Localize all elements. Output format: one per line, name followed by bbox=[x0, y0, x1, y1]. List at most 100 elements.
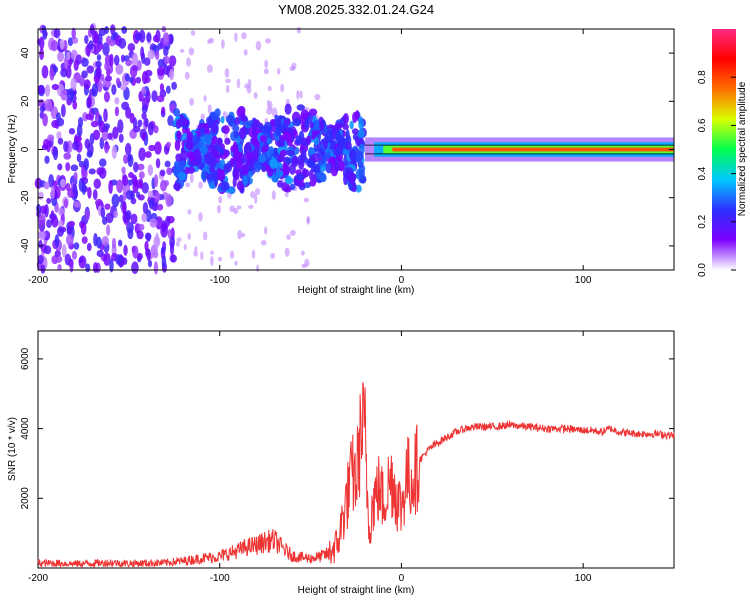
spectrogram-cell bbox=[98, 158, 107, 167]
spectrogram-cell bbox=[274, 118, 280, 128]
spectrogram-cell bbox=[96, 54, 102, 61]
spectrogram-cell bbox=[254, 188, 261, 195]
spectrogram-cell bbox=[354, 110, 360, 121]
spectrogram-cell bbox=[95, 66, 102, 78]
spectrogram-cell bbox=[101, 235, 109, 246]
carrier-core bbox=[392, 147, 674, 152]
spectrogram-cell bbox=[160, 246, 166, 255]
spectrogram-cell bbox=[40, 264, 46, 274]
spectrogram-cell bbox=[160, 223, 168, 238]
spectrogram-cell bbox=[67, 225, 73, 235]
spectrogram-cell bbox=[104, 144, 111, 151]
spectrogram-cell bbox=[296, 173, 305, 181]
spectrogram-cell bbox=[104, 62, 109, 71]
spectrogram-cell bbox=[284, 192, 289, 198]
spectrogram-cell bbox=[298, 158, 305, 170]
spectrogram-cell bbox=[207, 104, 212, 114]
spectrogram-cell bbox=[210, 250, 215, 255]
spectrogram-cell bbox=[282, 161, 288, 173]
spectrogram-cell bbox=[133, 161, 139, 173]
spectrogram-cell bbox=[41, 65, 49, 79]
spectrogram-cell bbox=[175, 241, 180, 247]
spectrogram-cell bbox=[155, 158, 161, 169]
spectrogram-cell bbox=[54, 249, 61, 258]
spectrogram-cell bbox=[83, 79, 91, 90]
spectrogram-cell bbox=[88, 40, 94, 50]
spectrogram-cell bbox=[255, 40, 262, 51]
spectrogram-cell bbox=[148, 144, 156, 152]
spectrogram-cell bbox=[71, 27, 76, 40]
spectrogram-cell bbox=[348, 172, 356, 184]
spectrogram-cell bbox=[137, 119, 143, 128]
spectrogram-cell bbox=[57, 163, 63, 171]
spectrogram-cell bbox=[167, 228, 172, 239]
spectrogram-cell bbox=[251, 136, 259, 147]
spectrogram-cell bbox=[200, 113, 206, 121]
spectrogram-cell bbox=[122, 200, 127, 215]
spectrogram-cell bbox=[180, 150, 189, 161]
spectrogram-cell bbox=[92, 189, 98, 201]
spectrogram-cell bbox=[296, 181, 306, 188]
spectrogram-cell bbox=[76, 153, 82, 163]
spectrogram-cell bbox=[220, 147, 225, 156]
spectrogram-cell bbox=[58, 206, 65, 216]
spectrogram-cell bbox=[186, 131, 194, 143]
spectrogram-cell bbox=[166, 215, 175, 224]
spectrogram-cell bbox=[296, 26, 301, 34]
spectrogram-cell bbox=[46, 197, 52, 205]
spectrogram-cell bbox=[351, 128, 359, 135]
spectrogram-cell bbox=[261, 145, 269, 153]
spectrogram-cell bbox=[284, 103, 292, 115]
spectrogram-cell bbox=[129, 112, 135, 124]
spectrogram-cell bbox=[155, 216, 163, 230]
spectrogram-cell bbox=[263, 121, 272, 134]
spectrogram-cell bbox=[186, 57, 191, 67]
spectrogram-cell bbox=[358, 116, 364, 125]
spectrogram-cell bbox=[114, 54, 120, 66]
spectrogram-cell bbox=[109, 258, 114, 273]
spectrogram-cell bbox=[202, 170, 207, 183]
spectrogram-cell bbox=[276, 167, 281, 179]
spectrogram-cell bbox=[176, 237, 182, 242]
spectrogram-cell bbox=[84, 34, 89, 45]
spectrogram-cell bbox=[349, 120, 354, 130]
spectrogram-cell bbox=[143, 57, 151, 66]
spectrogram-cell bbox=[100, 207, 106, 219]
spectrogram-cell bbox=[122, 191, 127, 202]
spectrogram-cell bbox=[147, 49, 155, 60]
spectrogram-cell bbox=[260, 240, 267, 246]
spectrogram-cell bbox=[308, 169, 314, 181]
snr-ytick-label: 2000 bbox=[20, 487, 31, 510]
spectrogram-cell bbox=[161, 106, 166, 115]
spectrogram-cell bbox=[121, 101, 130, 111]
spectrogram-cell bbox=[235, 161, 243, 169]
snr-xtick-label: 100 bbox=[575, 573, 592, 584]
spectrogram-cell bbox=[108, 180, 113, 194]
spectrogram-cell bbox=[127, 42, 136, 52]
spectrogram-cell bbox=[176, 130, 182, 140]
spectrogram-cell bbox=[251, 126, 257, 138]
spectrogram-cell bbox=[190, 30, 196, 36]
spectrogram-cell bbox=[123, 154, 129, 164]
colorbar: 0.0 0.2 0.4 0.6 0.8 Normalized spectral ampl… bbox=[697, 29, 748, 277]
spectrogram-cell bbox=[73, 171, 78, 181]
spectrogram-cell bbox=[59, 178, 66, 188]
spectrogram-cell bbox=[300, 137, 308, 145]
spectrogram-cell bbox=[244, 152, 254, 160]
spectrogram-cell bbox=[243, 49, 248, 56]
spectrogram-cell bbox=[38, 214, 46, 226]
spectrogram-cell bbox=[312, 165, 321, 174]
spectrogram-cell bbox=[52, 146, 59, 161]
spectrogram-cell bbox=[237, 229, 242, 240]
spectrogram-cell bbox=[114, 97, 120, 105]
spectrogram-cell bbox=[267, 85, 272, 92]
chart-title: YM08.2025.332.01.24.G24 bbox=[278, 2, 434, 17]
spectrogram-cell bbox=[266, 99, 270, 108]
spectrogram-cell bbox=[250, 190, 256, 199]
spectrogram-cell bbox=[50, 185, 55, 199]
colorbar-tick-label: 0.4 bbox=[697, 166, 708, 180]
spectrogram-cell bbox=[118, 38, 127, 49]
spectrogram-cell bbox=[138, 171, 145, 179]
spectrogram-cell bbox=[115, 254, 122, 265]
